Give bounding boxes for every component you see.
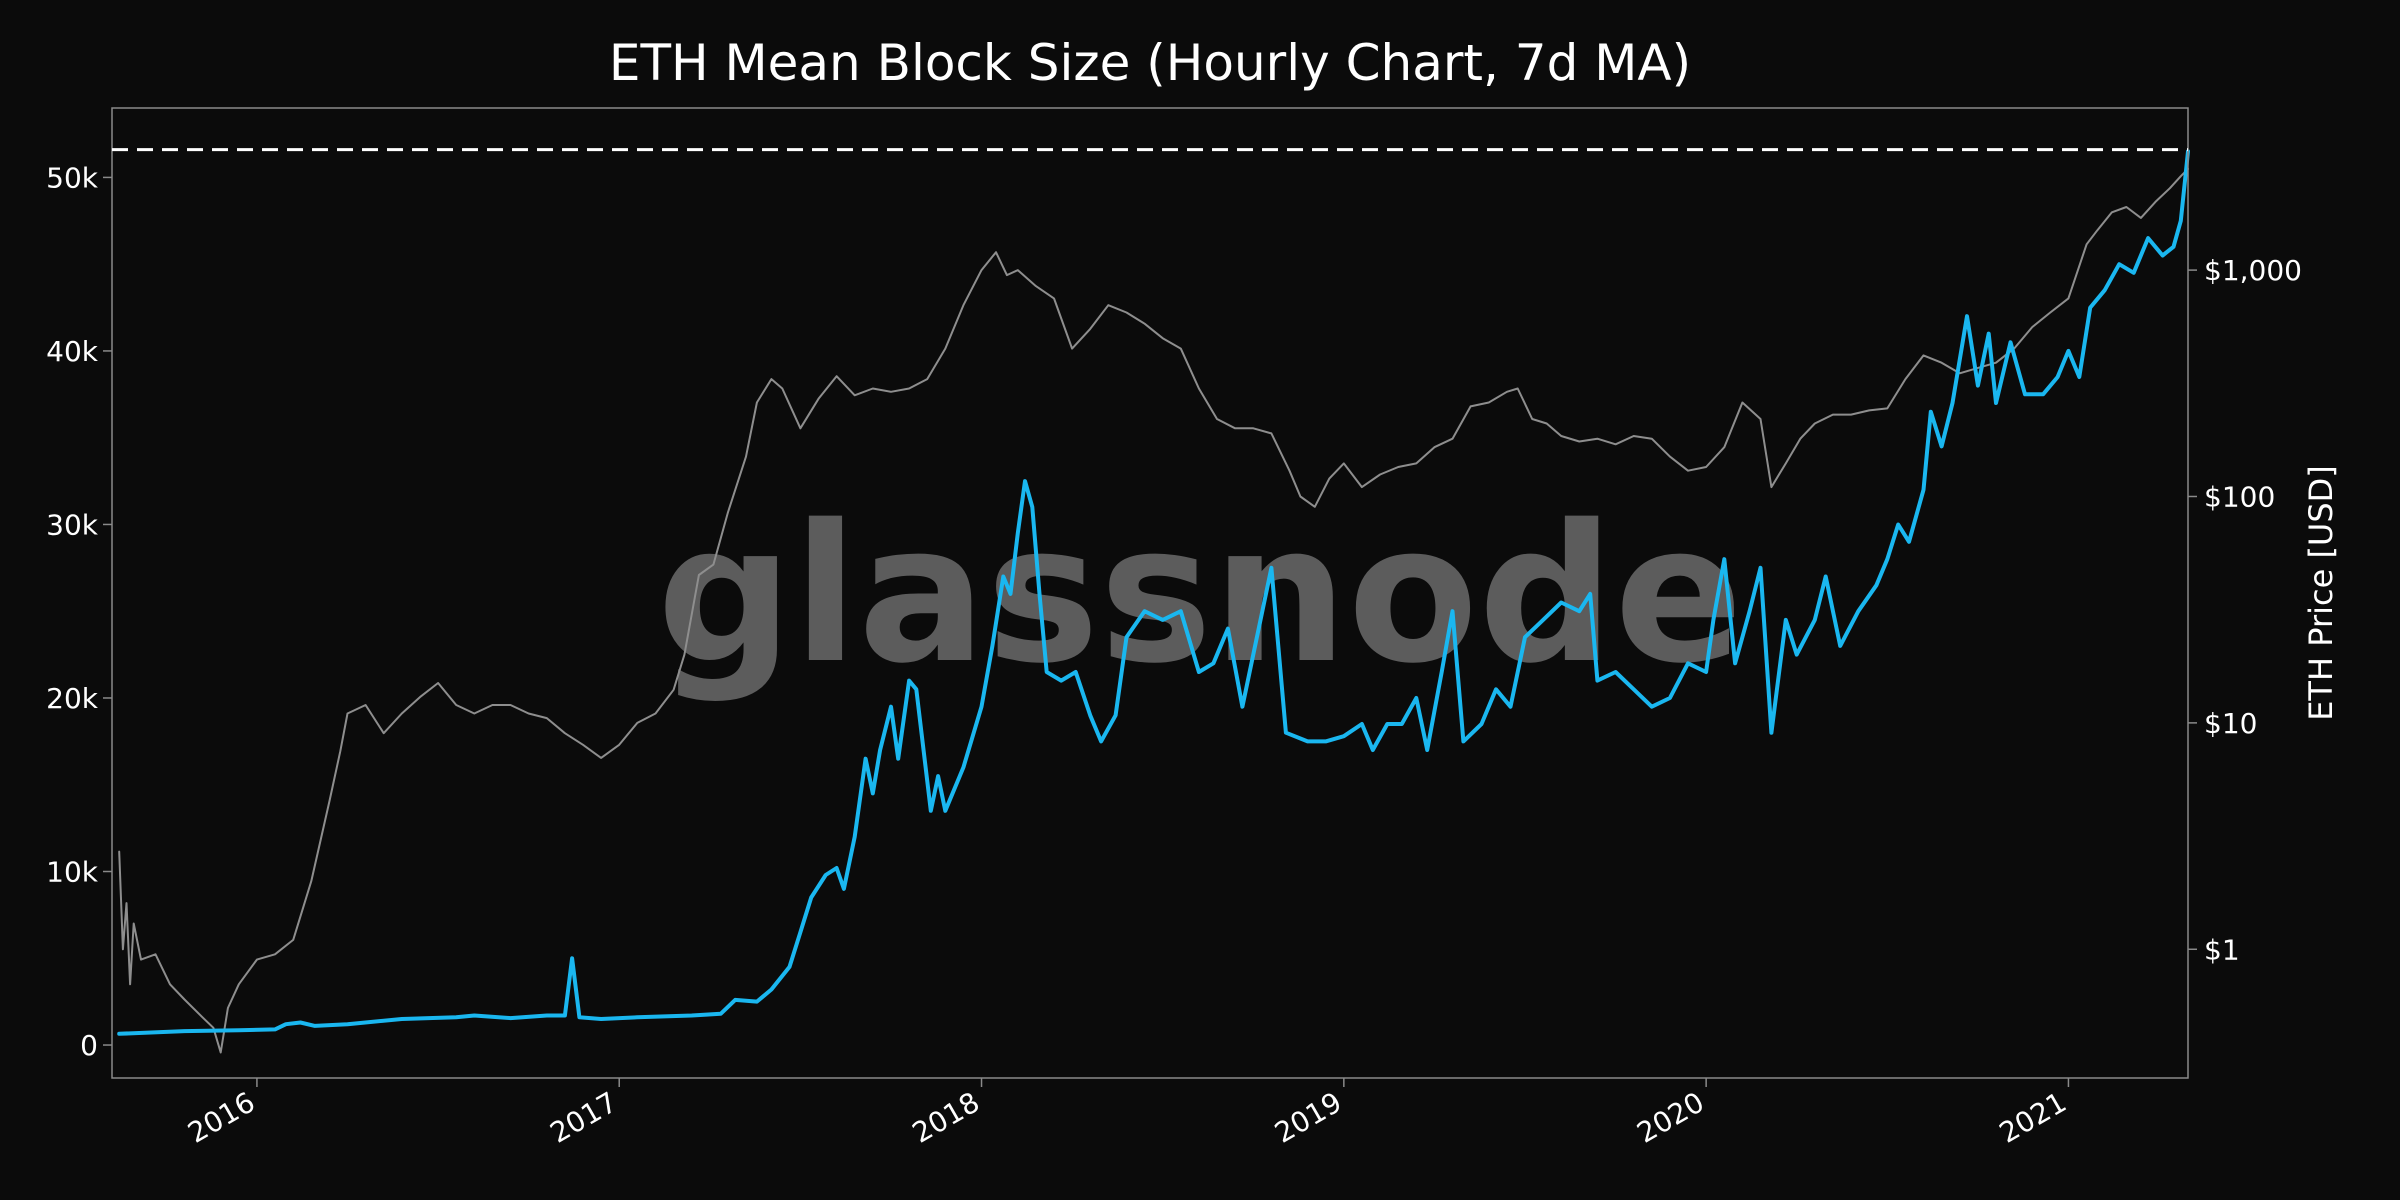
eth-price-line [118, 167, 2189, 1054]
plot-frame [111, 107, 2189, 1079]
chart-title: ETH Mean Block Size (Hourly Chart, 7d MA… [609, 34, 1691, 92]
mean-block-size-line [117, 149, 2190, 1036]
right-tick-label: $1,000 [2204, 254, 2302, 287]
right-axis-title: ETH Price [USD] [2302, 465, 2340, 721]
left-tick-label: 20k [46, 682, 99, 715]
right-tick-label: $10 [2204, 707, 2257, 740]
right-tick-label: $100 [2204, 480, 2275, 513]
right-tick-label: $1 [2204, 933, 2240, 966]
left-tick-label: 40k [46, 335, 99, 368]
series-layer [117, 149, 2190, 1054]
watermark: glassnode [657, 484, 1743, 705]
left-tick-label: 0 [80, 1029, 98, 1062]
left-tick-label: 50k [46, 161, 99, 194]
right-axis-ticks: $1 $10 $100 $1,000 [2188, 254, 2302, 966]
left-axis-ticks: 0 10k 20k 30k 40k 50k [46, 161, 112, 1062]
left-tick-label: 30k [46, 508, 99, 541]
left-tick-label: 10k [46, 856, 99, 889]
